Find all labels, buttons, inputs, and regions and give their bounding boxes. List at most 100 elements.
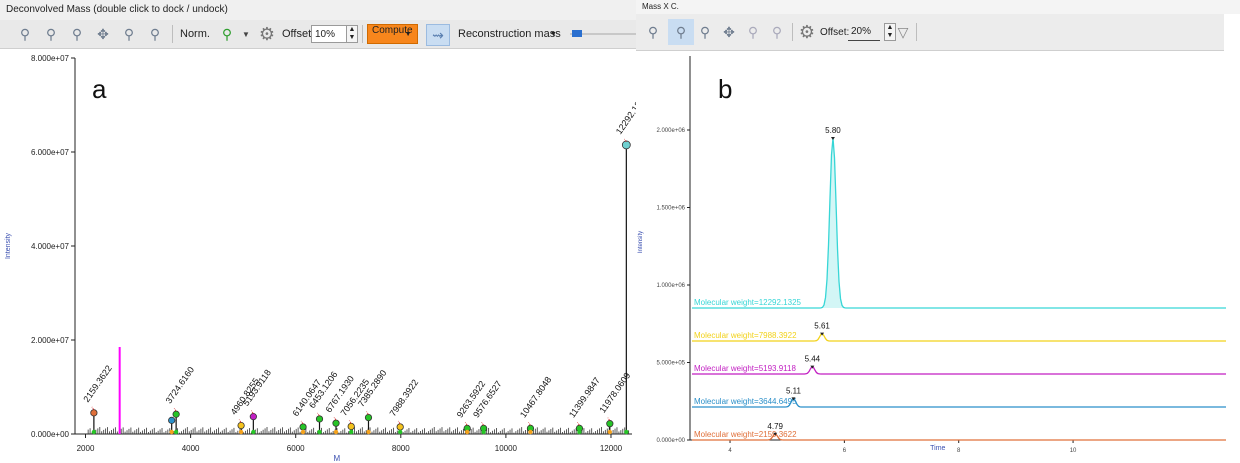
series-line	[692, 332, 1226, 342]
zoom-next-icon: ⚲	[771, 23, 783, 40]
xic-chart[interactable]: 0.000e+00 5.000e+05 1.000e+06 1.500e+06 2.00…	[636, 52, 1240, 463]
y-tick-label: 2.000e+06	[656, 128, 685, 134]
chevron-down-icon[interactable]: ▼	[550, 30, 557, 38]
peak-isotope-marker	[173, 429, 179, 435]
deconvolved-mass-panel: Deconvolved Mass (double click to dock /…	[0, 0, 636, 463]
zoom-previous-button[interactable]: ⚲	[120, 24, 138, 44]
deconvolved-mass-chart[interactable]: 0.000e+00 2.000e+07 4.000e+07 6.000e+07 8.00…	[0, 50, 636, 463]
compute-label: Compute	[367, 24, 418, 44]
peak-leader-line	[333, 416, 337, 421]
y-tick-label: 8.000e+07	[31, 54, 70, 63]
toolbar-divider	[792, 23, 793, 41]
y-axis-label: Intensity	[638, 231, 644, 253]
compute-button[interactable]: Compute ▼	[367, 24, 418, 44]
zoom-out-button[interactable]: ⚲	[68, 24, 86, 44]
chart-icon: ⇝	[432, 26, 444, 43]
series-line	[692, 397, 1226, 408]
x-tick-label: 10	[1070, 448, 1077, 454]
peak-apex-marker	[810, 365, 815, 369]
peak-time-label: 5.44	[805, 355, 821, 364]
peak-isotope-marker	[464, 429, 470, 435]
peak-leader-line	[173, 408, 177, 412]
zoom-in-button[interactable]: ⚲	[668, 19, 694, 45]
slider-handle[interactable]	[572, 30, 582, 37]
offset-stepper[interactable]: 10% ▲ ▼	[311, 24, 358, 44]
peak-label: 2159.3622	[81, 363, 114, 404]
x-tick-label: 8000	[392, 444, 410, 453]
chevron-down-icon: ▼	[242, 29, 250, 39]
peak-isotope-marker	[348, 429, 354, 435]
zoom-out-button[interactable]: ⚲	[696, 22, 714, 42]
zoom-previous-button[interactable]: ⚲	[744, 22, 762, 42]
zoom-in-button[interactable]: ⚲	[42, 24, 60, 44]
peak-marker	[168, 416, 176, 424]
settings-button[interactable]: ⚙	[258, 24, 276, 44]
x-axis-label: M	[334, 454, 341, 463]
peak-leader-line	[317, 412, 320, 417]
peak-leader-line	[397, 420, 401, 425]
stepper-arrows-icon[interactable]: ▲ ▼	[347, 25, 358, 43]
peak-marker	[315, 415, 324, 423]
peak-isotope-marker	[251, 429, 256, 435]
peak-time-label: 5.80	[825, 126, 841, 135]
toolbar-divider	[172, 25, 173, 43]
peak-leader-line	[528, 422, 531, 426]
peak-marker	[172, 410, 180, 418]
peak-label: 10467.8048	[518, 375, 553, 420]
peak-isotope-marker	[169, 429, 174, 435]
series-line	[692, 365, 1226, 375]
filter-button[interactable]: ▽	[894, 22, 912, 42]
series-line	[692, 433, 1226, 441]
peak-marker	[299, 423, 307, 431]
panel-a-letter: a	[92, 74, 107, 104]
pan-button[interactable]: ✥	[720, 22, 738, 42]
zoom-fit-button[interactable]: ⚲	[16, 24, 34, 44]
peak-leader-line	[607, 417, 611, 421]
peak-leader-line	[300, 420, 304, 425]
search-icon: ⚲	[221, 25, 233, 42]
x-tick-label: 4000	[182, 444, 200, 453]
zoom-next-button[interactable]: ⚲	[146, 24, 164, 44]
move-icon: ✥	[723, 23, 735, 40]
gear-icon: ⚙	[798, 21, 816, 42]
x-tick-label: 8	[957, 448, 961, 454]
peak-label: 11399.9847	[567, 375, 602, 419]
peak-label: 3724.6160	[164, 365, 197, 406]
x-tick-label: 6000	[287, 444, 305, 453]
offset-stepper[interactable]: 20% ▲ ▼	[848, 22, 896, 42]
stepper-arrows-icon[interactable]: ▲ ▼	[884, 23, 896, 41]
mass-xic-panel: Mass X C. ⚲ ⚲ ⚲ ✥ ⚲ ⚲ ⚙ Offset: 20% ▲ ▼ ▽…	[636, 0, 1240, 463]
peak-isotope-marker	[528, 429, 533, 435]
peak-isotope-marker	[366, 429, 371, 435]
x-tick-label: 10000	[495, 444, 518, 453]
zoom-next-button[interactable]: ⚲	[768, 22, 786, 42]
y-tick-label: 1.500e+06	[656, 206, 685, 212]
peak-isotope-marker	[91, 429, 97, 435]
peak-leader-line	[348, 420, 352, 424]
mass-slider[interactable]	[570, 24, 636, 44]
peak-marker	[90, 409, 98, 417]
x-tick-label: 2000	[77, 444, 95, 453]
panel-b-letter: b	[718, 74, 733, 104]
offset-value[interactable]: 10%	[311, 25, 347, 43]
zoom-in-icon: ⚲	[675, 23, 687, 40]
zoom-fit-icon: ⚲	[19, 25, 31, 42]
series-label: Molecular weight=7988.3922	[694, 331, 797, 340]
peak-isotope-marker	[481, 429, 486, 435]
panel-a-title[interactable]: Deconvolved Mass (double click to dock /…	[0, 0, 636, 20]
pan-button[interactable]: ✥	[94, 24, 112, 44]
norm-button[interactable]: Norm.	[180, 28, 210, 40]
zoom-fit-button[interactable]: ⚲	[644, 22, 662, 42]
reconstruction-mass-label[interactable]: Reconstruction mass	[458, 28, 561, 40]
series-label: Molecular weight=12292.1325	[694, 298, 802, 307]
peak-isotope-marker	[624, 429, 629, 435]
reconstruction-toggle[interactable]: ⇝	[426, 24, 450, 46]
y-tick-label: 4.000e+07	[31, 242, 70, 251]
settings-button[interactable]: ⚙	[798, 22, 816, 42]
peak-marker	[396, 423, 404, 431]
search-dropdown[interactable]: ⚲ ▼	[218, 24, 250, 44]
offset-value[interactable]: 20%	[848, 24, 880, 41]
panel-b-title[interactable]: Mass X C.	[636, 0, 1240, 14]
peak-marker	[621, 140, 631, 150]
peak-marker	[237, 421, 245, 430]
